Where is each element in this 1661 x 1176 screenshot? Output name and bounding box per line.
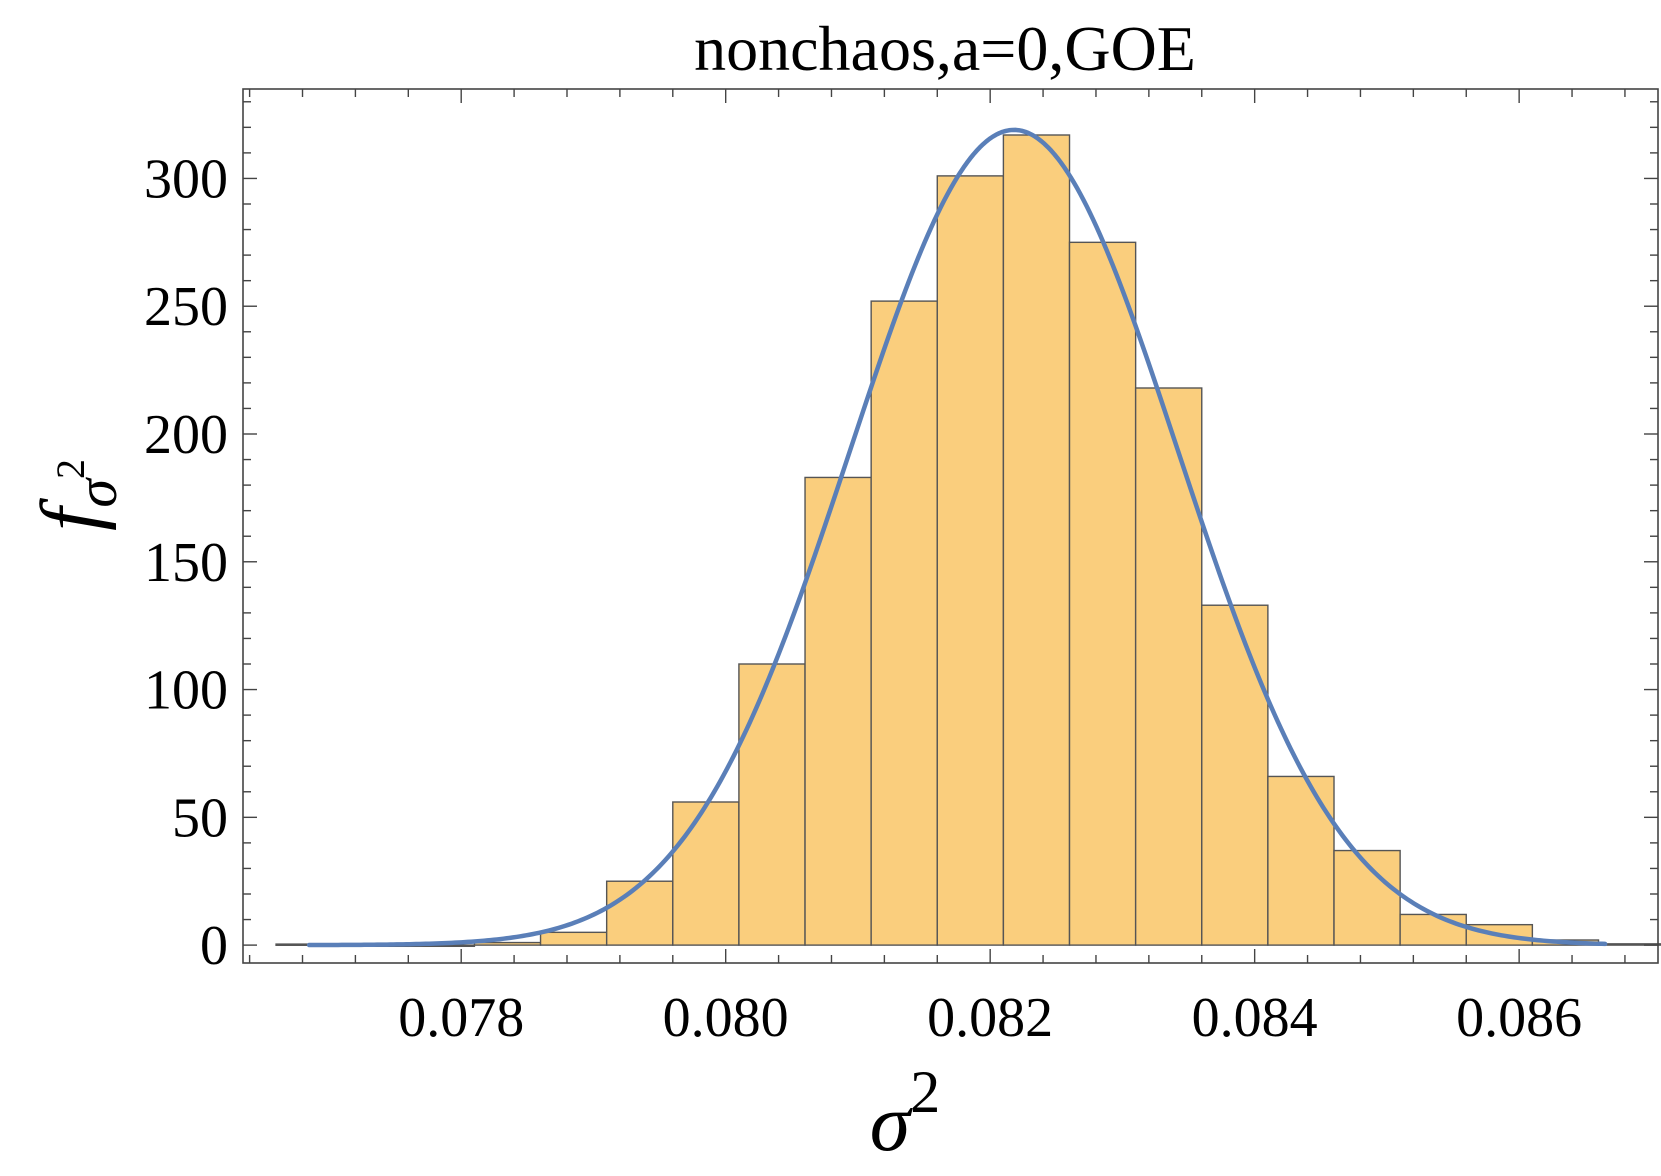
y-tick-label: 100: [144, 660, 228, 722]
y-tick-label: 200: [144, 404, 228, 466]
y-axis-label: fσ2: [24, 459, 129, 531]
histogram-bar-8: [804, 476, 872, 946]
histogram-bar-13: [1134, 387, 1203, 946]
histogram-bar-4: [539, 931, 608, 946]
fit-curve: [306, 127, 1608, 948]
x-axis-label: σ2: [870, 1059, 940, 1168]
plot-frame-border: [242, 88, 1659, 964]
histogram-bar-9: [870, 300, 938, 946]
y-tick-label: 300: [144, 148, 228, 210]
y-axis-label-subscript: σ: [64, 477, 129, 508]
y-tick-label: 50: [172, 787, 228, 849]
x-tick-label: 0.078: [398, 987, 524, 1049]
y-axis-ticks: 0 50 100 150 200 250 300: [144, 101, 1658, 977]
x-axis-ticks: 0.078 0.080 0.082 0.084 0.086: [248, 89, 1626, 1049]
x-tick-label: 0.084: [1192, 987, 1318, 1049]
plot-frame: [242, 88, 1659, 964]
y-axis-label-group: fσ2: [24, 459, 129, 531]
x-tick-label: 0.082: [927, 987, 1053, 1049]
y-tick-label: 0: [200, 915, 228, 977]
y-tick-label: 250: [144, 276, 228, 338]
histogram-bar-11: [1002, 134, 1071, 946]
y-axis-label-subscript-exponent: 2: [48, 459, 93, 479]
y-tick-label: 150: [144, 532, 228, 594]
x-axis-label-exponent: 2: [910, 1059, 940, 1125]
histogram-bar-15: [1267, 775, 1335, 946]
chart-title: nonchaos,a=0,GOE: [694, 13, 1196, 84]
histogram-bar-7: [738, 663, 806, 946]
x-tick-label: 0.086: [1456, 987, 1582, 1049]
histogram-bar-14: [1201, 604, 1269, 946]
histogram-bar-12: [1068, 241, 1137, 946]
x-tick-label: 0.080: [663, 987, 789, 1049]
fit-curve-layer: [306, 127, 1608, 948]
histogram-bar-17: [1399, 913, 1467, 946]
histogram-bars: [275, 134, 1661, 948]
histogram-bar-5: [605, 880, 674, 946]
histogram-bar-10: [936, 175, 1005, 946]
histogram-bar-6: [672, 801, 740, 946]
x-axis-label-symbol: σ: [870, 1077, 914, 1168]
